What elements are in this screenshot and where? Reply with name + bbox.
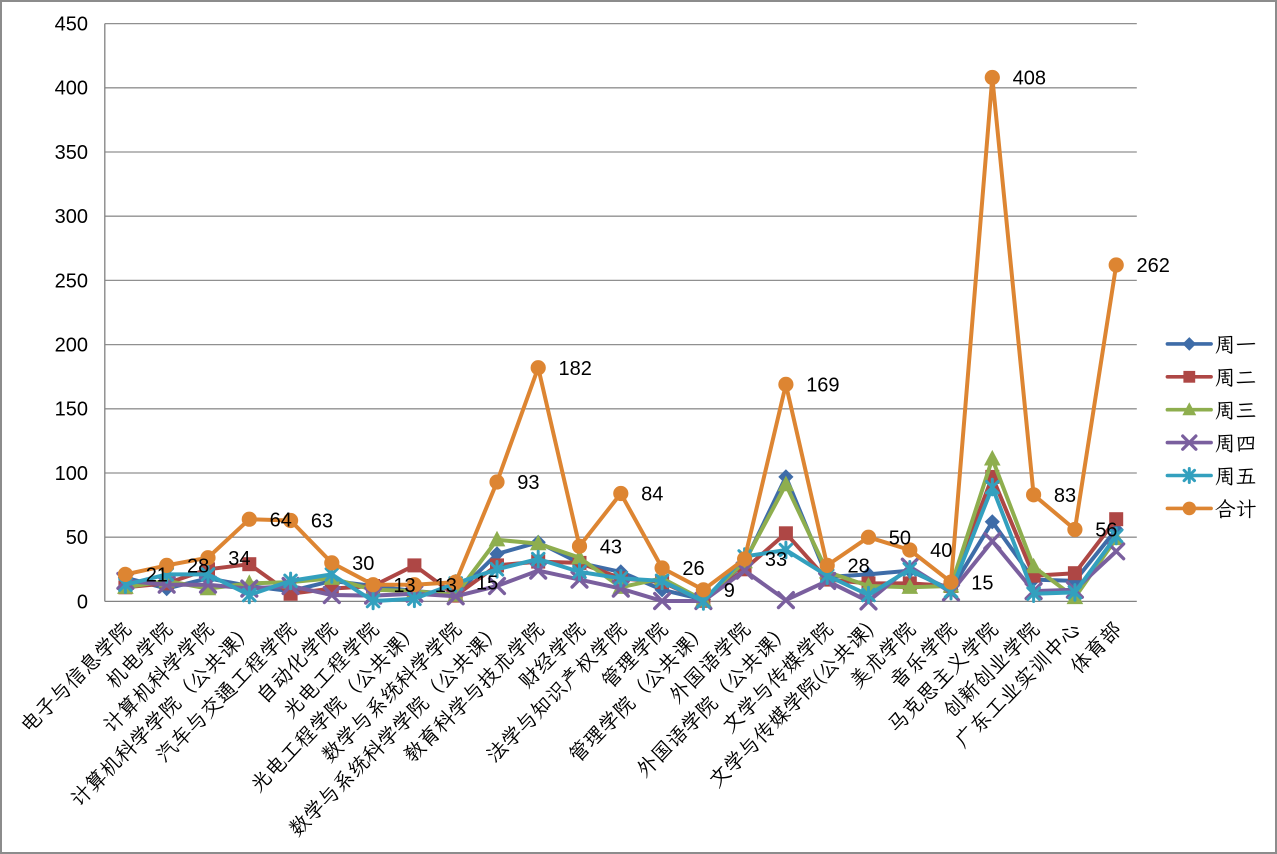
svg-text:30: 30: [352, 553, 374, 575]
svg-text:50: 50: [66, 527, 88, 549]
svg-text:9: 9: [724, 580, 735, 602]
svg-text:450: 450: [55, 14, 88, 36]
svg-text:93: 93: [517, 472, 539, 494]
svg-text:200: 200: [55, 335, 88, 357]
svg-text:100: 100: [55, 463, 88, 485]
svg-text:262: 262: [1137, 255, 1170, 277]
svg-text:40: 40: [930, 540, 952, 562]
svg-text:84: 84: [641, 484, 663, 506]
svg-text:400: 400: [55, 78, 88, 100]
svg-text:15: 15: [971, 572, 993, 594]
svg-text:13: 13: [435, 575, 457, 597]
svg-text:56: 56: [1095, 520, 1117, 542]
svg-text:13: 13: [393, 575, 415, 597]
svg-text:300: 300: [55, 206, 88, 228]
svg-text:169: 169: [806, 375, 839, 397]
svg-text:33: 33: [765, 549, 787, 571]
svg-text:26: 26: [682, 558, 704, 580]
svg-text:83: 83: [1054, 485, 1076, 507]
svg-text:408: 408: [1013, 68, 1046, 90]
svg-text:150: 150: [55, 399, 88, 421]
svg-text:250: 250: [55, 270, 88, 292]
svg-text:182: 182: [559, 358, 592, 380]
svg-text:350: 350: [55, 142, 88, 164]
svg-text:34: 34: [228, 548, 250, 570]
svg-text:63: 63: [311, 511, 333, 533]
svg-text:28: 28: [848, 556, 870, 578]
svg-text:43: 43: [600, 536, 622, 558]
svg-text:50: 50: [889, 527, 911, 549]
svg-text:0: 0: [77, 591, 88, 613]
svg-text:15: 15: [476, 572, 498, 594]
svg-text:28: 28: [187, 556, 209, 578]
svg-text:21: 21: [146, 565, 168, 587]
svg-text:64: 64: [270, 509, 292, 531]
